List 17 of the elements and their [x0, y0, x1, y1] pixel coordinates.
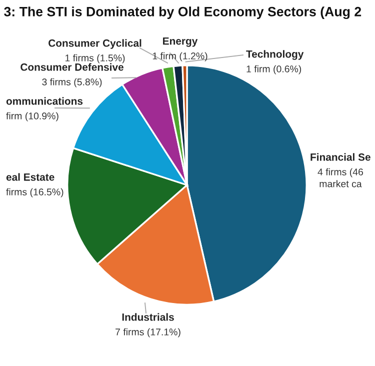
data-label: 3 firms (5.8%): [42, 78, 102, 88]
slice-label: ommunications: [6, 97, 83, 105]
slice-label: Consumer Cyclical: [48, 39, 142, 49]
data-label: 1 firm (1.2%): [152, 52, 208, 62]
slice-label: Technology: [246, 50, 304, 60]
chart-title: 3: The STI is Dominated by Old Economy Sectors (Aug 2: [4, 6, 362, 20]
data-label: firm (10.9%): [6, 112, 58, 122]
data-label: firms (16.5%): [6, 188, 64, 198]
data-label: 7 firms (17.1%): [116, 328, 180, 338]
data-label: 1 firm (0.6%): [246, 65, 302, 74]
data-label: 1 firms (1.5%): [65, 54, 125, 64]
slice-label: eal Estate: [6, 173, 54, 181]
slice-label: Industrials: [122, 313, 174, 321]
slice-label: Consumer Defensive: [20, 63, 124, 71]
data-label: 4 firms (46 market ca: [318, 168, 363, 188]
slice-label: Energy: [163, 37, 198, 47]
slice-label: Financial Se: [310, 153, 370, 161]
